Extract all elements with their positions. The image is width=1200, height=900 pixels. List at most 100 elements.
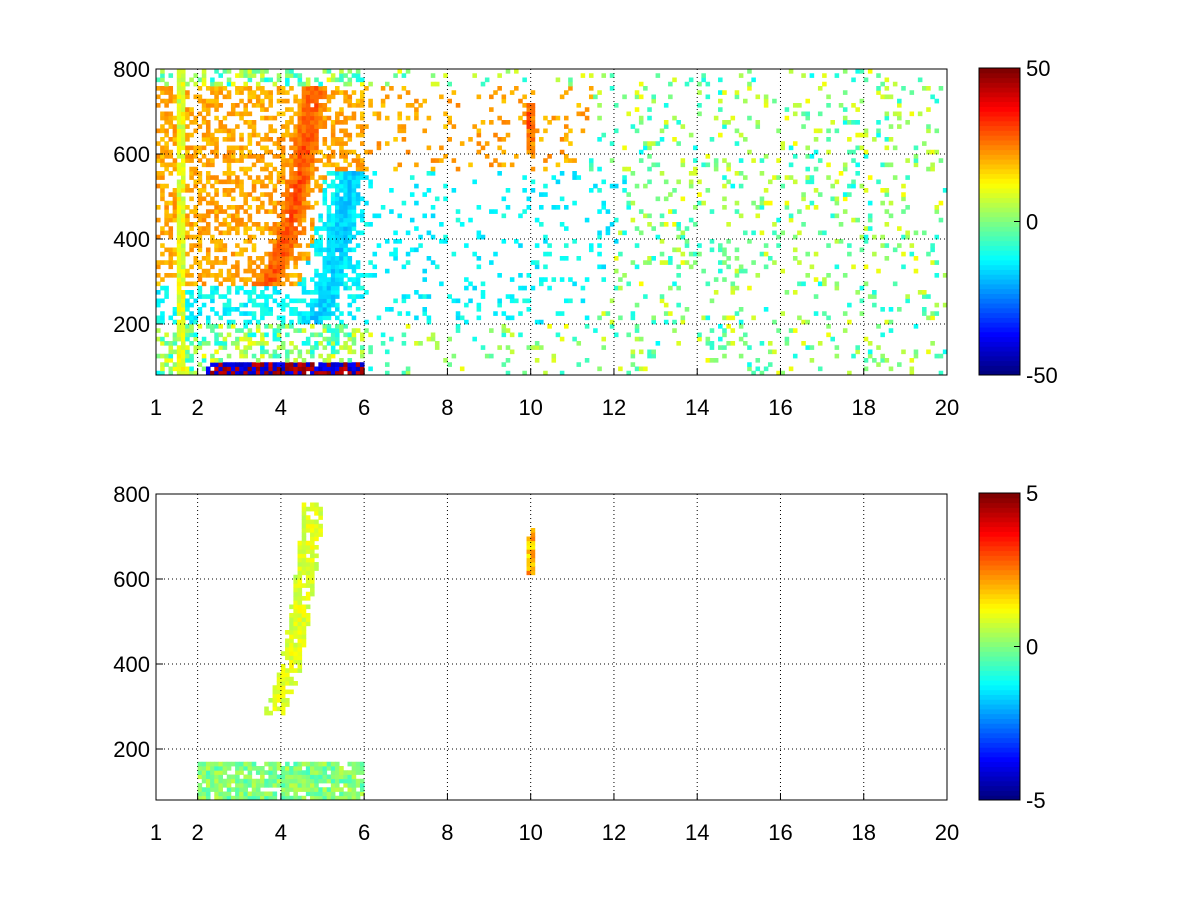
heatmap-cell: [285, 239, 290, 244]
heatmap-cell: [693, 260, 698, 265]
heatmap-cell: [260, 336, 265, 342]
heatmap-cell: [264, 137, 269, 142]
heatmap-cell: [185, 315, 190, 321]
heatmap-cell: [401, 124, 407, 129]
heatmap-cell: [289, 681, 294, 686]
heatmap-cell: [264, 175, 269, 180]
heatmap-cell: [310, 132, 315, 138]
heatmap-cell: [393, 73, 398, 78]
heatmap-cell: [255, 209, 261, 214]
colorbar-swatch: [979, 790, 1020, 796]
heatmap-cell: [480, 234, 486, 240]
heatmap-cell: [330, 124, 336, 129]
heatmap-cell: [255, 787, 261, 792]
heatmap-cell: [339, 209, 344, 214]
heatmap-cell: [359, 345, 365, 350]
heatmap-cell: [280, 98, 286, 104]
heatmap-cell: [351, 774, 357, 780]
heatmap-cell: [293, 596, 298, 601]
heatmap-cell: [280, 783, 286, 788]
heatmap-cell: [526, 540, 532, 546]
heatmap-cell: [176, 302, 182, 308]
heatmap-cell: [330, 239, 336, 244]
heatmap-cell: [318, 362, 323, 367]
heatmap-cell: [214, 311, 219, 316]
heatmap-cell: [776, 217, 781, 223]
heatmap-cell: [160, 341, 165, 346]
heatmap-cell: [597, 137, 602, 142]
heatmap-cell: [872, 358, 877, 363]
heatmap-cell: [347, 247, 353, 253]
heatmap-cell: [601, 179, 607, 185]
heatmap-cell: [293, 98, 298, 104]
heatmap-cell: [301, 596, 307, 601]
heatmap-cell: [272, 366, 278, 372]
heatmap-cell: [347, 171, 353, 176]
colorbar-swatch: [979, 752, 1020, 758]
heatmap-cell: [364, 86, 369, 91]
heatmap-cell: [530, 260, 536, 265]
heatmap-cell: [738, 132, 744, 138]
heatmap-cell: [588, 162, 594, 168]
colorbar-swatch: [979, 704, 1020, 710]
heatmap-cell: [189, 264, 194, 270]
heatmap-cell: [534, 358, 540, 363]
heatmap-cell: [289, 783, 294, 788]
heatmap-cell: [809, 154, 815, 159]
heatmap-cell: [172, 319, 178, 325]
heatmap-cell: [318, 515, 323, 520]
heatmap-cell: [285, 256, 290, 261]
heatmap-cell: [468, 281, 473, 287]
heatmap-cell: [226, 324, 232, 329]
heatmap-cell: [310, 166, 315, 172]
heatmap-cell: [384, 349, 390, 355]
heatmap-cell: [176, 86, 182, 91]
heatmap-cell: [255, 358, 261, 363]
heatmap-cell: [434, 81, 440, 87]
colorbar-swatch: [979, 240, 1020, 246]
heatmap-cell: [318, 770, 323, 775]
heatmap-cell: [201, 791, 207, 797]
heatmap-cell: [285, 273, 290, 278]
heatmap-cell: [230, 158, 236, 163]
heatmap-cell: [813, 137, 819, 142]
heatmap-cell: [280, 86, 286, 91]
heatmap-cell: [301, 519, 307, 525]
heatmap-cell: [293, 591, 298, 597]
heatmap-cell: [805, 273, 811, 278]
heatmap-cell: [472, 179, 477, 185]
heatmap-cell: [809, 175, 815, 180]
heatmap-cell: [176, 217, 182, 223]
heatmap-cell: [730, 315, 736, 321]
heatmap-cell: [255, 175, 261, 180]
heatmap-cell: [239, 783, 244, 788]
heatmap-cell: [509, 332, 515, 338]
heatmap-cell: [235, 243, 240, 248]
heatmap-cell: [293, 239, 298, 244]
heatmap-cell: [272, 349, 278, 355]
heatmap-cell: [322, 222, 328, 227]
heatmap-cell: [430, 260, 436, 265]
heatmap-cell: [193, 73, 199, 78]
heatmap-cell: [318, 285, 323, 291]
heatmap-cell: [164, 341, 169, 346]
heatmap-cell: [201, 162, 207, 168]
heatmap-cell: [347, 761, 353, 767]
heatmap-cell: [218, 273, 224, 278]
heatmap-cell: [305, 107, 311, 112]
heatmap-cell: [305, 158, 311, 163]
heatmap-cell: [509, 294, 515, 299]
heatmap-cell: [172, 213, 178, 219]
heatmap-cell: [230, 196, 236, 202]
heatmap-cell: [626, 111, 631, 117]
heatmap-cell: [180, 158, 186, 163]
heatmap-cell: [347, 213, 353, 219]
heatmap-cell: [172, 341, 178, 346]
colorbar-swatch: [979, 68, 1020, 74]
heatmap-cell: [788, 213, 794, 219]
heatmap-cell: [305, 77, 311, 83]
heatmap-cell: [318, 511, 323, 516]
heatmap-cell: [826, 103, 831, 108]
heatmap-cell: [509, 315, 515, 321]
heatmap-cell: [205, 171, 211, 176]
